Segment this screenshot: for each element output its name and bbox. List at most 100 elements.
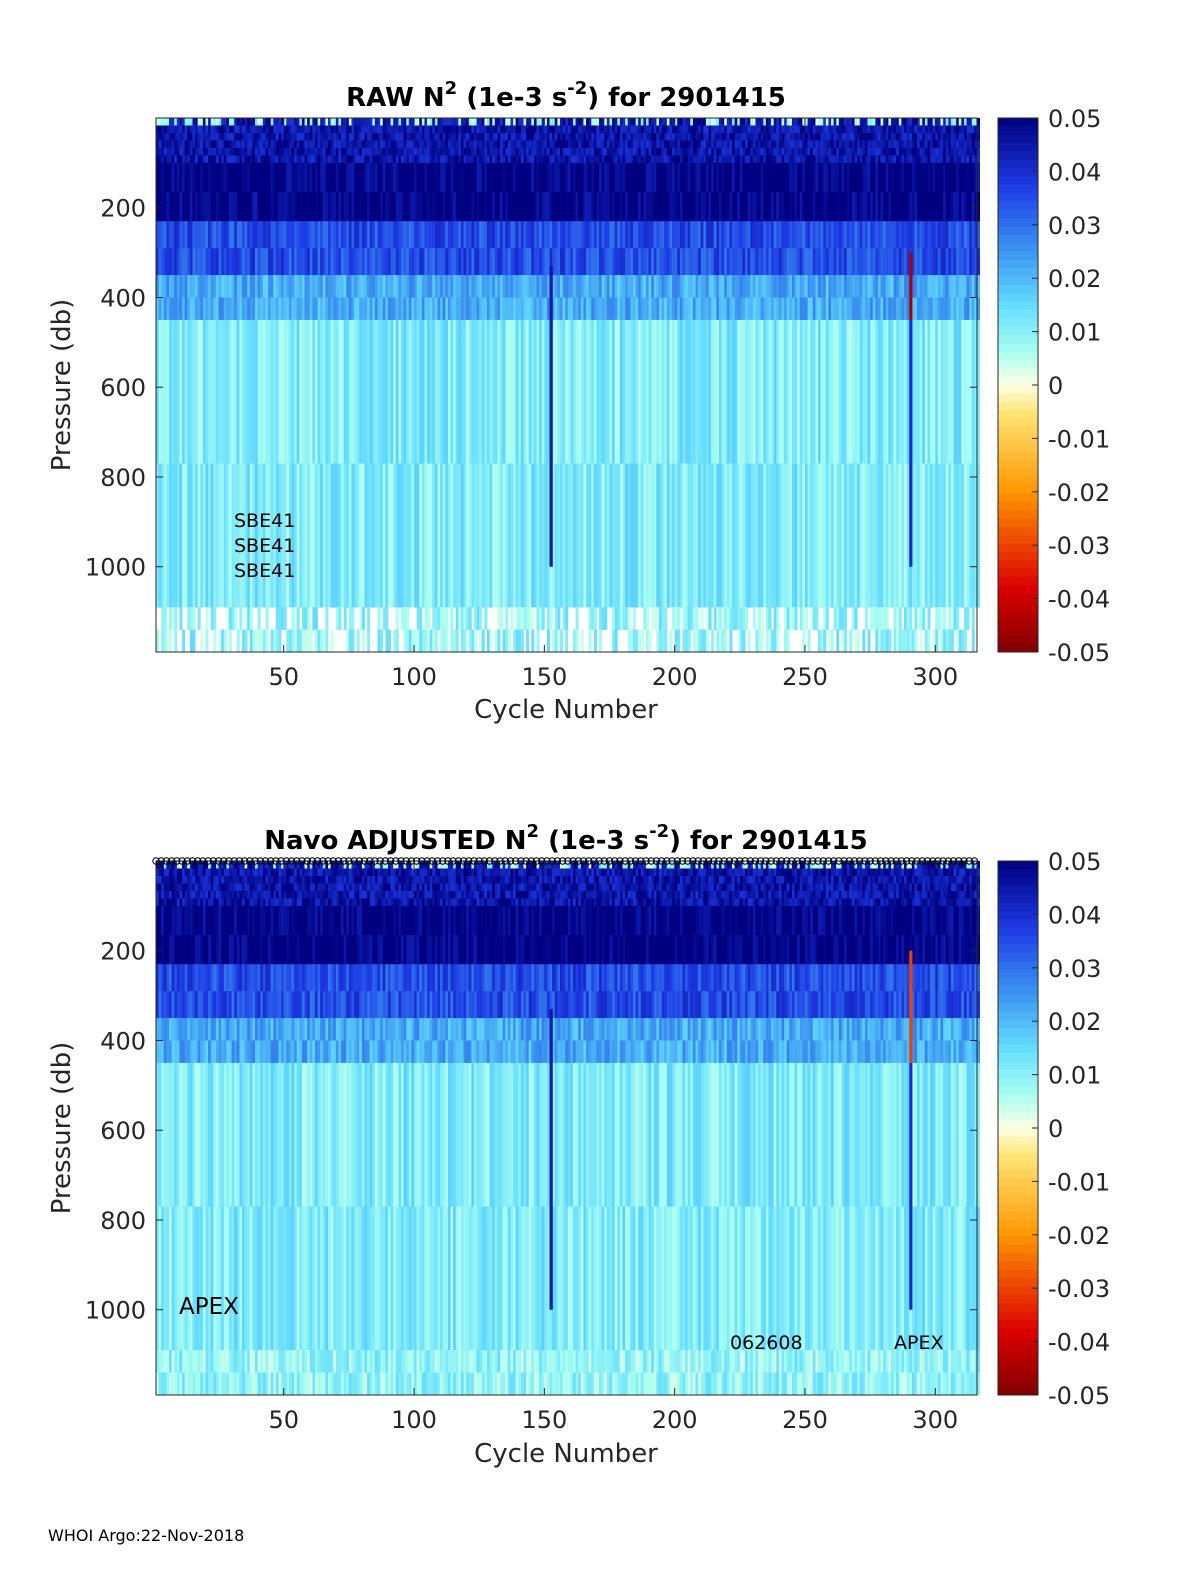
- heatmap-cell: [549, 607, 553, 630]
- heatmap-cell: [940, 118, 944, 126]
- heatmap-cell: [158, 319, 162, 464]
- heatmap-cell: [299, 463, 303, 608]
- heatmap-cell: [656, 132, 660, 141]
- heatmap-cell: [213, 297, 217, 321]
- heatmap-cell: [857, 319, 861, 464]
- heatmap-cell: [393, 319, 397, 464]
- heatmap-cell: [825, 192, 829, 222]
- heatmap-cell: [917, 319, 921, 464]
- heatmap-cell: [877, 132, 881, 141]
- heatmap-cell: [333, 463, 337, 608]
- heatmap-cell: [614, 140, 618, 149]
- heatmap-cell: [166, 297, 170, 321]
- heatmap-cell: [221, 192, 225, 222]
- heatmap-cell: [575, 162, 579, 193]
- heatmap-cell: [492, 147, 496, 156]
- heatmap-cell: [945, 319, 949, 464]
- heatmap-cell: [408, 319, 412, 464]
- heatmap-cell: [690, 118, 694, 126]
- heatmap-cell: [218, 297, 222, 321]
- heatmap-cell: [215, 297, 219, 321]
- colorbar-tick-label: 0.04: [1048, 158, 1101, 186]
- heatmap-cell: [458, 607, 462, 630]
- heatmap-cell: [586, 192, 590, 222]
- heatmap-cell: [726, 125, 730, 134]
- heatmap-cell: [476, 125, 480, 134]
- heatmap-cell: [346, 192, 350, 222]
- heatmap-cell: [460, 319, 464, 464]
- heatmap-cell: [502, 140, 506, 149]
- heatmap-cell: [429, 297, 433, 321]
- heatmap-cell: [492, 140, 496, 149]
- heatmap-cell: [166, 140, 170, 149]
- heatmap-cell: [859, 275, 863, 298]
- heatmap-cell: [526, 132, 530, 141]
- heatmap-cell: [223, 162, 227, 193]
- heatmap-cell: [507, 147, 511, 156]
- heatmap-cell: [562, 221, 566, 249]
- heatmap-cell: [424, 125, 428, 134]
- heatmap-cell: [377, 118, 381, 126]
- heatmap-cell: [189, 319, 193, 464]
- heatmap-cell: [591, 125, 595, 134]
- heatmap-cell: [930, 275, 934, 298]
- heatmap-cell: [338, 118, 342, 126]
- heatmap-cell: [885, 463, 889, 608]
- heatmap-cell: [755, 125, 759, 134]
- heatmap-cell: [966, 319, 970, 464]
- heatmap-cell: [854, 607, 858, 630]
- heatmap-cell: [580, 463, 584, 608]
- heatmap-cell: [911, 248, 915, 276]
- heatmap-cell: [870, 463, 874, 608]
- heatmap-cell: [346, 147, 350, 156]
- heatmap-cell: [179, 118, 183, 126]
- heatmap-cell: [377, 155, 381, 164]
- heatmap-cell: [604, 147, 608, 156]
- heatmap-cell: [161, 155, 165, 164]
- heatmap-cell: [799, 221, 803, 249]
- heatmap-cell: [257, 140, 261, 149]
- heatmap-cell: [888, 132, 892, 141]
- heatmap-cell: [354, 155, 358, 164]
- heatmap-cell: [708, 248, 712, 276]
- heatmap-cell: [231, 463, 235, 608]
- heatmap-cell: [192, 132, 196, 141]
- heatmap-cell: [275, 629, 279, 653]
- heatmap-cell: [778, 275, 782, 298]
- heatmap-cell: [841, 147, 845, 156]
- heatmap-cell: [669, 248, 673, 276]
- heatmap-cell: [893, 221, 897, 249]
- heatmap-cell: [328, 192, 332, 222]
- heatmap-cell: [554, 221, 558, 249]
- heatmap-cell: [838, 147, 842, 156]
- heatmap-cell: [956, 155, 960, 164]
- heatmap-cell: [161, 118, 165, 126]
- heatmap-cell: [242, 192, 246, 222]
- heatmap-cell: [768, 221, 772, 249]
- heatmap-cell: [502, 221, 506, 249]
- heatmap-cell: [304, 463, 308, 608]
- heatmap-cell: [831, 125, 835, 134]
- heatmap-cell: [666, 192, 670, 222]
- heatmap-cell: [948, 221, 952, 249]
- heatmap-cell: [612, 221, 616, 249]
- heatmap-cell: [956, 248, 960, 276]
- heatmap-cell: [466, 118, 470, 126]
- heatmap-cell: [823, 248, 827, 276]
- heatmap-cell: [528, 118, 532, 126]
- heatmap-cell: [286, 118, 290, 126]
- heatmap-cell: [854, 140, 858, 149]
- heatmap-cell: [958, 140, 962, 149]
- heatmap-cell: [747, 147, 751, 156]
- heatmap-cell: [679, 162, 683, 193]
- heatmap-cell: [758, 132, 762, 141]
- heatmap-cell: [567, 275, 571, 298]
- heatmap-cell: [320, 463, 324, 608]
- heatmap-cell: [382, 118, 386, 126]
- heatmap-cell: [888, 463, 892, 608]
- heatmap-cell: [823, 629, 827, 653]
- heatmap-cell: [218, 629, 222, 653]
- heatmap-cell: [716, 132, 720, 141]
- heatmap-cell: [416, 319, 420, 464]
- heatmap-cell: [612, 463, 616, 608]
